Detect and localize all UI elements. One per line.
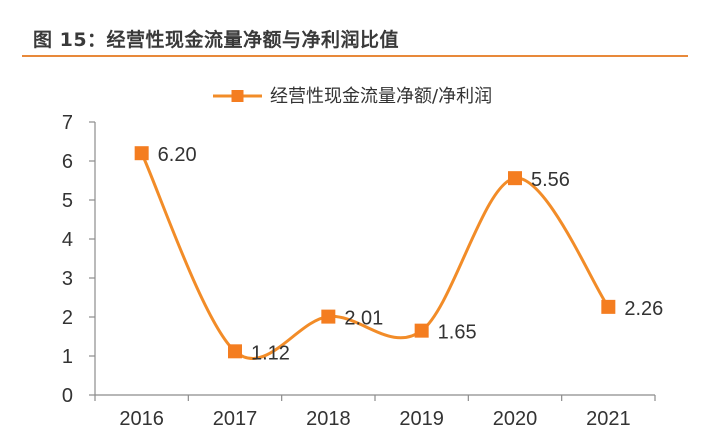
y-tick-label: 7 xyxy=(62,112,73,134)
chart-legend: 经营性现金流量净额/净利润 xyxy=(213,86,492,107)
data-label: 1.12 xyxy=(251,342,290,364)
x-tick-label: 2021 xyxy=(586,408,631,430)
y-tick-label: 1 xyxy=(62,346,73,368)
data-label: 6.20 xyxy=(158,144,197,166)
x-tick-label: 2018 xyxy=(306,408,351,430)
figure-header: 图 15：经营性现金流量净额与净利润比值 xyxy=(0,0,702,57)
y-tick-label: 5 xyxy=(62,190,73,212)
data-point xyxy=(228,344,242,359)
y-tick-label: 2 xyxy=(62,307,73,329)
data-label: 1.65 xyxy=(438,322,477,344)
data-point xyxy=(414,323,429,338)
chart-axes: 0 1 2 3 4 5 6 7 2016 2017 2018 2019 2020 2021 xyxy=(62,112,656,430)
y-tick-label: 4 xyxy=(62,229,73,251)
x-tick-label: 2017 xyxy=(213,408,258,430)
x-tick-label: 2019 xyxy=(399,408,444,430)
data-label: 2.26 xyxy=(624,298,663,320)
legend-marker xyxy=(231,90,244,102)
data-point xyxy=(134,146,149,161)
title-rule xyxy=(22,55,688,57)
data-point xyxy=(601,299,616,314)
y-tick-label: 3 xyxy=(62,268,73,290)
figure-title: 图 15：经营性现金流量净额与净利润比值 xyxy=(33,29,400,51)
legend-label: 经营性现金流量净额/净利润 xyxy=(270,86,492,107)
series-line xyxy=(140,152,610,360)
data-point xyxy=(508,171,522,186)
plot-area: 6.20 1.12 2.01 1.65 5.56 2.26 xyxy=(134,144,663,364)
y-tick-label: 0 xyxy=(62,385,73,407)
data-label: 2.01 xyxy=(344,308,383,330)
data-point xyxy=(321,309,336,324)
x-tick-label: 2016 xyxy=(119,408,164,430)
x-tick-label: 2020 xyxy=(493,408,538,430)
y-tick-label: 6 xyxy=(62,151,73,173)
data-label: 5.56 xyxy=(531,169,570,191)
